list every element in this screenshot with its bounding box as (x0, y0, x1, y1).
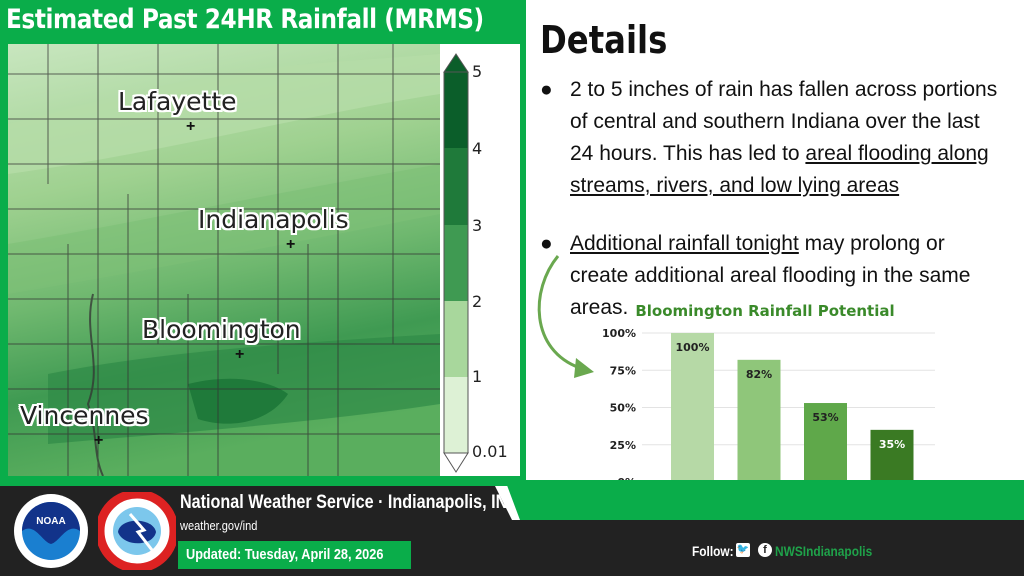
legend-label: 5 (472, 62, 483, 81)
city-marker: + (235, 346, 245, 363)
city-label-lafayette: Lafayette (118, 87, 237, 116)
twitter-icon[interactable]: 🐦 (736, 543, 750, 557)
data-label: 35% (879, 438, 905, 451)
footer-url[interactable]: weather.gov/ind (180, 518, 258, 533)
bar (804, 403, 847, 482)
y-tick-label: 75% (610, 364, 636, 377)
bar (870, 429, 914, 482)
noaa-logo: NOAA (14, 494, 88, 568)
rainfall-potential-chart: Bloomington Rainfall Potential 0%25%50%7… (602, 302, 935, 500)
y-tick-label: 50% (610, 402, 636, 415)
updated-badge (178, 541, 411, 569)
bar (671, 333, 714, 482)
noaa-logo-text: NOAA (36, 516, 65, 527)
legend-colorbar (443, 53, 469, 473)
footer-org: National Weather Service · Indianapolis,… (180, 492, 508, 513)
legend-label: 2 (472, 292, 483, 311)
rainfall-map-image (8, 44, 440, 476)
city-marker: + (286, 236, 296, 253)
bar (737, 359, 781, 482)
rainfall-map: Lafayette + Indianapolis + Bloomington +… (8, 44, 520, 476)
data-label: 53% (812, 411, 838, 424)
follow-label: Follow: (692, 543, 734, 559)
bullet-emphasis: Additional rainfall tonight (570, 232, 799, 255)
city-marker: + (94, 432, 104, 449)
bullet-1: ● 2 to 5 inches of rain has fallen acros… (540, 74, 1000, 204)
y-tick-label: 25% (610, 439, 636, 452)
city-label-bloomington: Bloomington (142, 315, 301, 344)
city-label-indianapolis: Indianapolis (198, 205, 349, 234)
data-label: 82% (746, 368, 772, 381)
social-handle[interactable]: NWSIndianapolis (775, 543, 873, 559)
city-label-vincennes: Vincennes (20, 401, 149, 430)
bullet-dot: ● (540, 78, 553, 101)
legend-label: 0.01 (472, 442, 508, 461)
bullet-text: may prolong or create additional areal f… (570, 232, 971, 319)
bullet-2: ● Additional rainfall tonight may prolon… (540, 228, 1000, 319)
city-marker: + (186, 118, 196, 135)
nws-logo (98, 492, 176, 570)
facebook-icon[interactable]: f (758, 543, 772, 557)
map-title: Estimated Past 24HR Rainfall (MRMS) (6, 4, 484, 35)
curved-arrow-icon (537, 255, 594, 378)
updated-text: Updated: Tuesday, April 28, 2026 (186, 546, 384, 563)
details-heading: Details (540, 18, 668, 62)
bullet-dot: ● (540, 232, 553, 255)
y-tick-label: 100% (602, 327, 636, 340)
bullet-emphasis: areal flooding along streams, rivers, an… (570, 142, 989, 197)
legend-label: 3 (472, 216, 483, 235)
chart-title: Bloomington Rainfall Potential (635, 302, 894, 320)
legend-label: 1 (472, 367, 483, 386)
bullet-text: 2 to 5 inches of rain has fallen across … (570, 78, 998, 165)
legend-label: 4 (472, 139, 483, 158)
data-label: 100% (676, 341, 710, 354)
